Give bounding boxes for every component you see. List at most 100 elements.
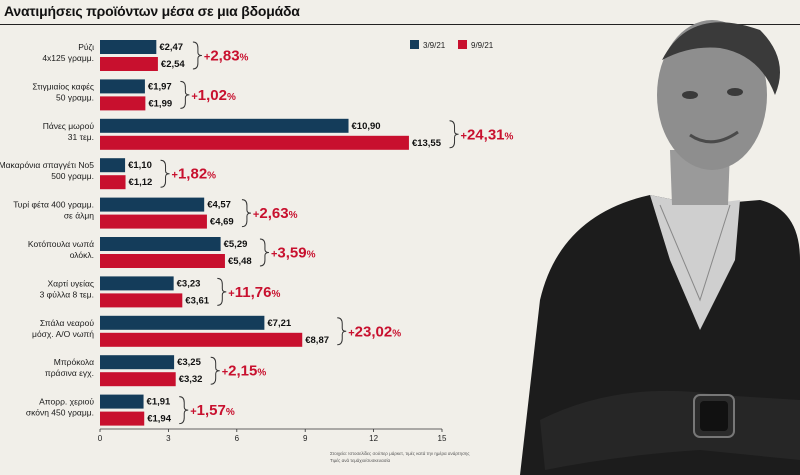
category-label-line: 31 τεμ. [68,132,94,142]
bar-row: Μακαρόνια σπαγγέτι Νο5 500 γραμμ. €1,10 €1,… [0,158,216,190]
bar-series-1 [100,276,174,291]
bar-row: Ρύζι 4x125 γραμμ. €2,47 €2,54 +2,83% [42,40,249,71]
bar-series-1 [100,237,221,251]
change-value: 11,76 [235,284,272,301]
value-label-series-1: €4,57 [207,200,231,211]
bar-row: Σπάλα νεαρού μόσχ. Α/Ο νωπή €7,21 €8,87 +23,… [32,315,401,347]
category-label: Μακαρόνια σπαγγέτι Νο5 500 γραμμ. [0,160,94,181]
category-label-line: Στιγμιαίος καφές [32,81,94,91]
change-bracket [337,317,347,346]
bar-series-1 [100,394,144,409]
change-percent-label: +1,02% [191,87,236,104]
category-label-line: 4x125 γραμμ. [42,53,94,63]
bar-series-2 [100,214,207,229]
value-label-series-2: €1,94 [147,414,171,425]
change-value: 2,63 [259,205,288,222]
value-label-series-1: €5,29 [224,239,248,250]
change-suffix: % [271,289,280,300]
category-label-line: σε άλμη [64,211,94,221]
value-label-series-2: €2,54 [161,59,185,70]
change-suffix: % [207,171,216,182]
change-prefix: + [222,367,228,379]
value-label-series-2: €1,99 [148,98,172,109]
x-tick-label: 12 [369,434,378,443]
category-label: Απορρ. χεριού σκόνη 450 γραμμ. [26,397,95,418]
legend-swatch-series-1 [410,40,419,49]
value-label-series-1: €1,10 [128,160,152,171]
x-tick-label: 9 [303,434,308,443]
change-prefix: + [190,406,196,418]
change-prefix: + [204,52,210,64]
title-divider [0,24,800,25]
legend: 3/9/21 9/9/21 [410,40,494,50]
legend-swatch-series-2 [458,40,467,49]
change-percent-label: +24,31% [461,126,514,143]
change-suffix: % [227,92,236,103]
bar-series-1 [100,158,126,173]
change-value: 3,59 [277,245,306,262]
value-label-series-1: €10,90 [352,121,381,132]
change-bracket [241,199,251,228]
value-label-series-2: €1,12 [129,177,153,188]
value-label-series-2: €5,48 [228,256,252,267]
bar-series-2 [100,372,176,387]
change-value: 1,57 [197,402,226,419]
bar-row: Απορρ. χεριού σκόνη 450 γραμμ. €1,91 €1,94 +… [26,394,235,426]
x-tick-label: 0 [98,434,103,443]
bar-series-2 [100,332,303,347]
bars-group: Ρύζι 4x125 γραμμ.€2,47€2,54+2,83%Στιγμιαί… [0,40,514,426]
x-axis: 0 3 6 9 12 15 [98,428,447,443]
change-prefix: + [191,91,197,103]
bar-series-1 [100,355,175,370]
change-suffix: % [240,53,249,64]
change-bracket [179,396,189,425]
change-suffix: % [257,368,266,379]
category-label-line: Πάνες μωρού [43,121,95,131]
change-percent-label: +2,83% [204,48,249,65]
change-suffix: % [226,407,235,418]
change-bracket [259,238,269,267]
change-percent-label: +2,63% [253,205,298,222]
source-line-2: Τιμές ανά τεμάχιο/συσκευασία [330,458,391,463]
value-label-series-1: €3,25 [177,357,201,368]
bar-series-2 [100,175,126,190]
source-note: Στοιχεία: Ιστοσελίδες σούπερ μάρκετ, τιμ… [330,450,530,464]
chart-title: Ανατιμήσεις προϊόντων μέσα σε μια βδομάδ… [4,3,300,19]
bar-series-1 [100,40,157,54]
change-percent-label: +23,02% [348,323,401,340]
category-label-line: 50 γραμμ. [56,92,94,102]
change-percent-label: +2,15% [222,363,267,380]
change-percent-label: +1,57% [190,402,235,419]
value-label-series-1: €7,21 [267,318,291,329]
bar-series-1 [100,118,349,133]
category-label: Μπρόκολα πράσινα εγχ. [45,357,94,378]
value-label-series-2: €13,55 [412,138,442,149]
bar-series-2 [100,293,183,308]
change-prefix: + [271,249,277,261]
bar-series-2 [100,57,158,71]
change-prefix: + [228,288,234,300]
category-label-line: 500 γραμμ. [51,171,94,181]
legend-label-series-2: 9/9/21 [471,41,494,50]
bar-series-1 [100,79,145,94]
bar-series-1 [100,197,205,212]
category-label-line: Κοτόπουλα νωπά [28,239,94,249]
change-suffix: % [505,131,514,142]
category-label-line: Απορρ. χεριού [39,397,94,407]
category-label-line: σκόνη 450 γραμμ. [26,408,94,418]
bar-series-1 [100,315,265,330]
portrait-photo [520,20,800,475]
category-label: Στιγμιαίος καφές 50 γραμμ. [32,81,94,102]
category-label-line: Μακαρόνια σπαγγέτι Νο5 [0,160,94,170]
bar-series-2 [100,254,225,268]
category-label-line: πράσινα εγχ. [45,368,94,378]
bar-row: Κοτόπουλα νωπά ολόκλ. €5,29 €5,48 +3,59% [28,237,316,268]
category-label: Τυρί φέτα 400 γραμμ. σε άλμη [13,200,94,221]
value-label-series-1: €2,47 [159,42,183,53]
bar-row: Τυρί φέτα 400 γραμμ. σε άλμη €4,57 €4,69 +2,… [13,197,298,229]
value-label-series-2: €8,87 [305,335,329,346]
legend-label-series-1: 3/9/21 [423,41,446,50]
value-label-series-1: €1,91 [147,397,171,408]
value-label-series-1: €1,97 [148,81,172,92]
value-label-series-2: €4,69 [210,217,234,228]
